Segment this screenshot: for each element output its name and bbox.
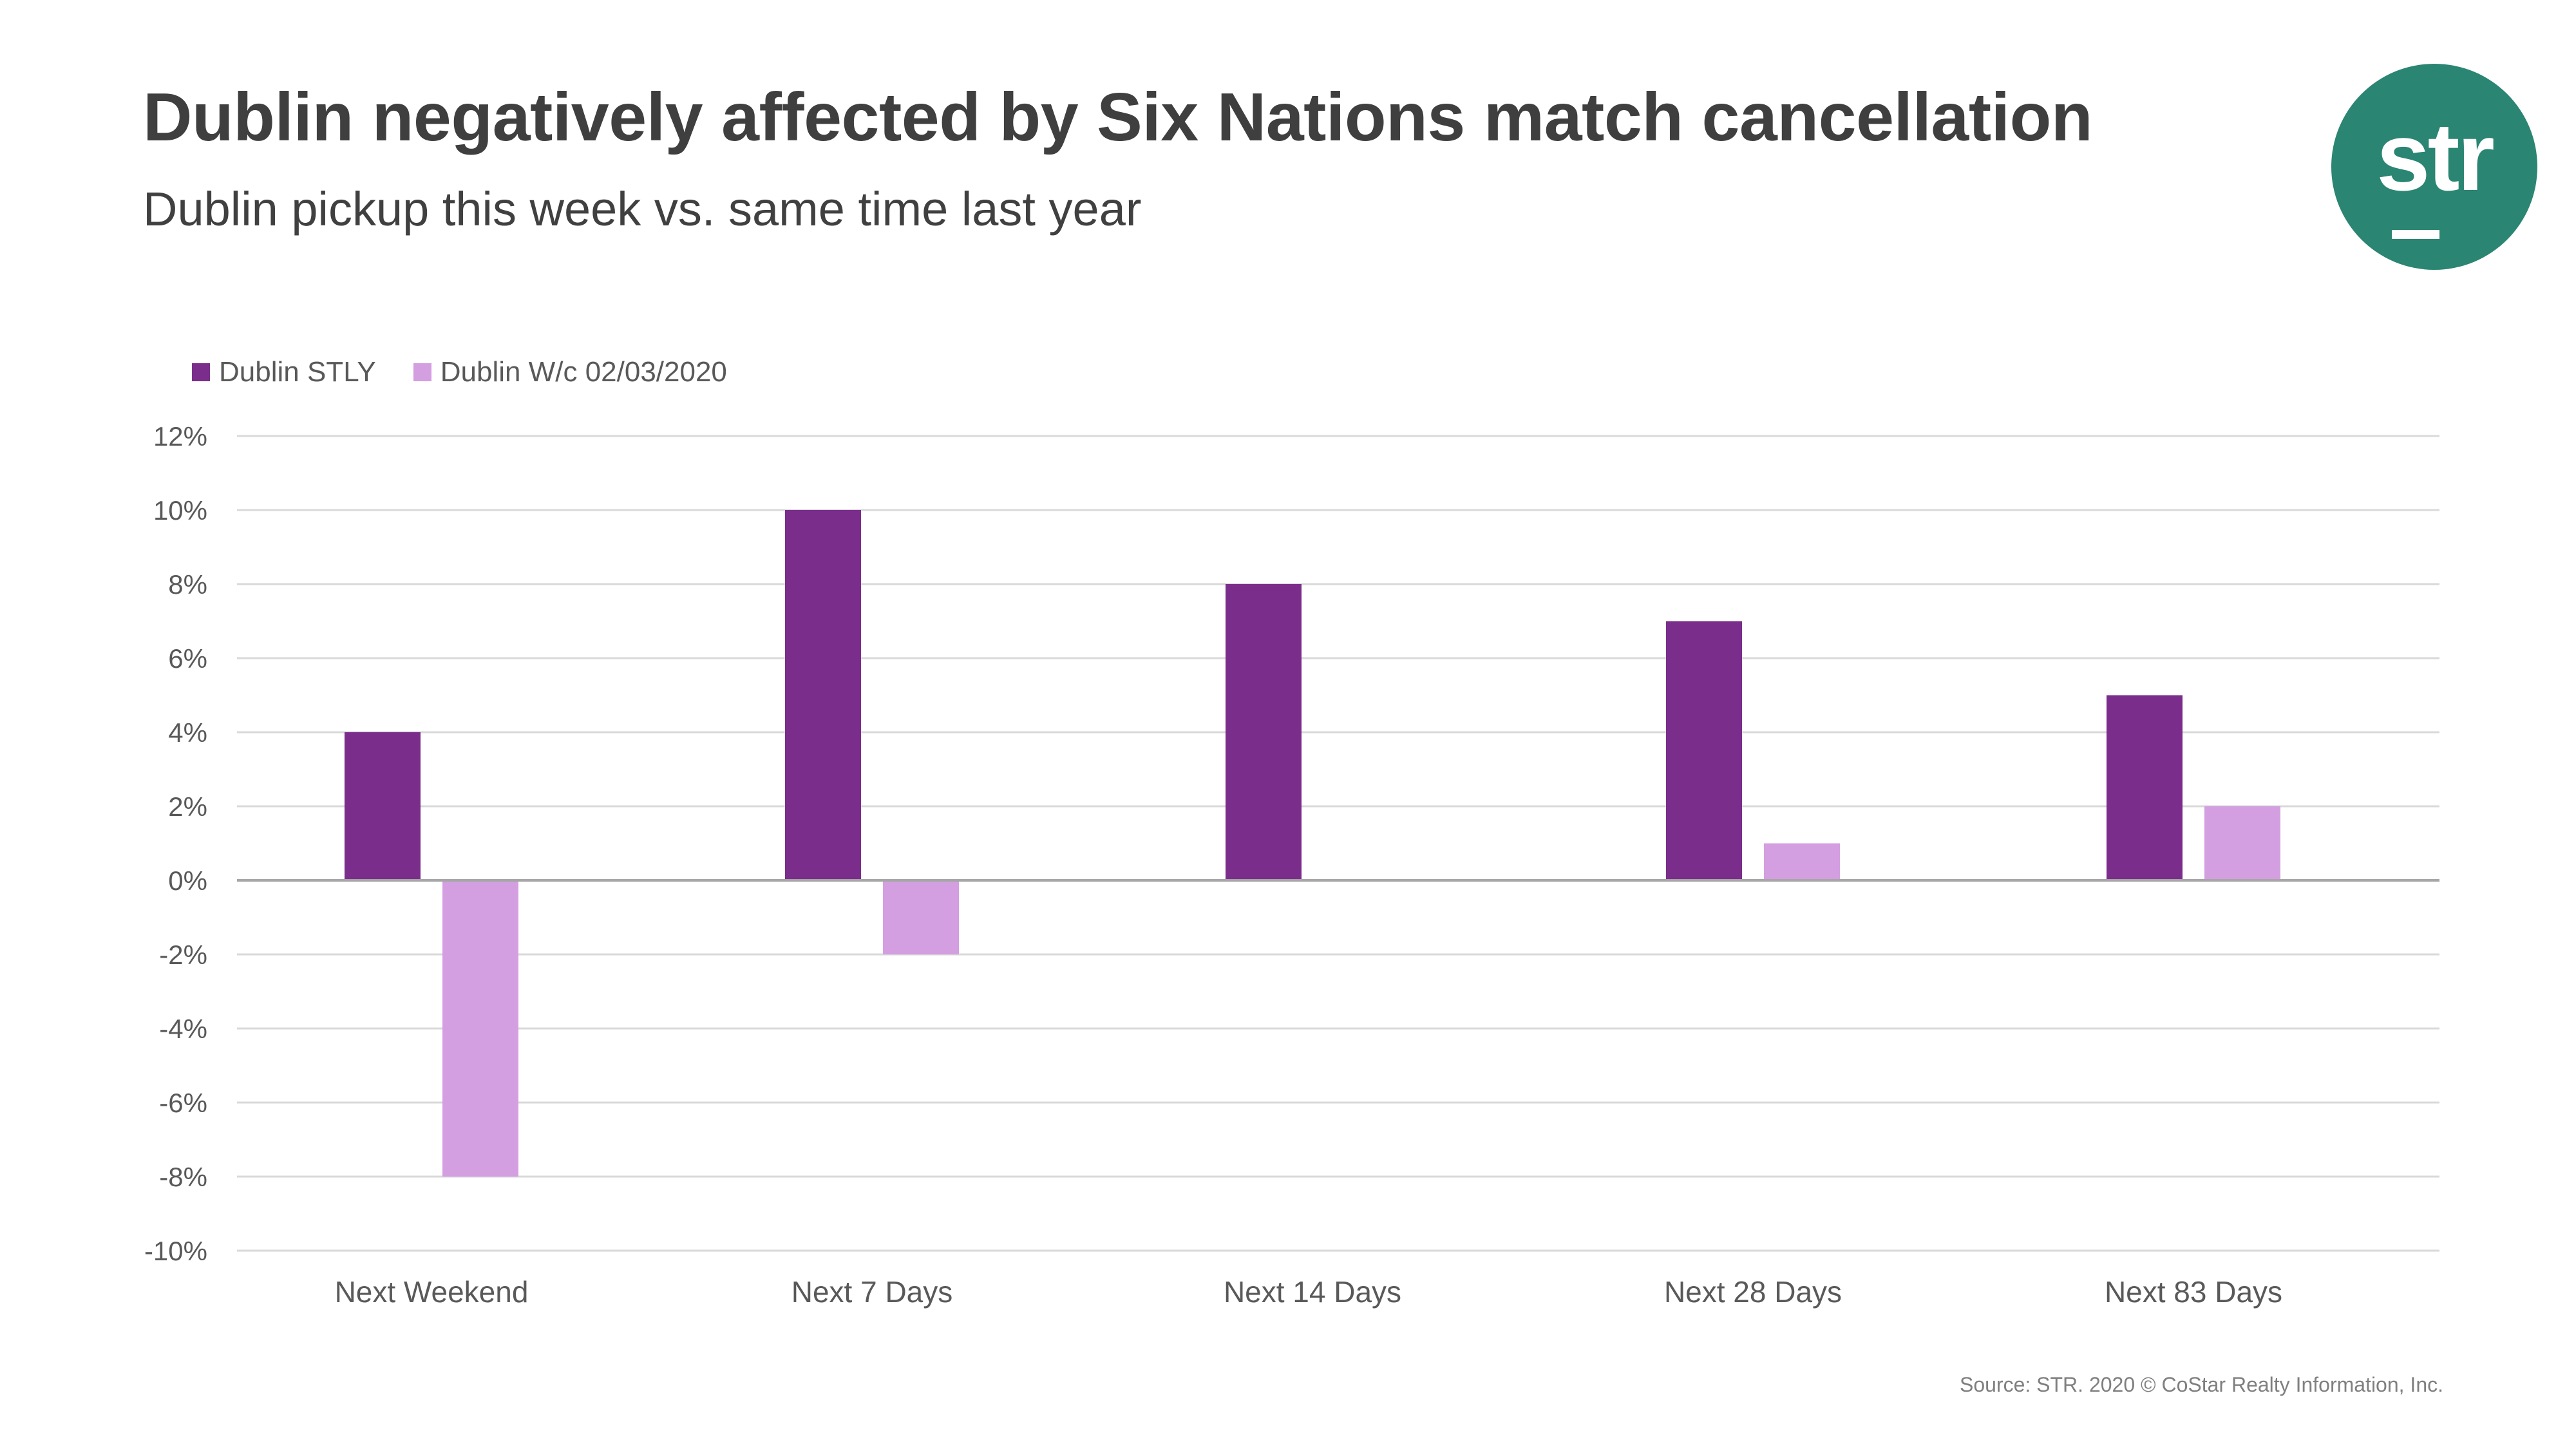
x-category-label: Next 83 Days [2105, 1275, 2282, 1309]
y-tick-label: 12% [153, 421, 207, 451]
legend-label-stly: Dublin STLY [219, 356, 376, 388]
source-note: Source: STR. 2020 © CoStar Realty Inform… [1959, 1373, 2443, 1396]
x-category-label: Next Weekend [335, 1275, 529, 1309]
x-category-label: Next 28 Days [1664, 1275, 1842, 1309]
x-category-label: Next 14 Days [1224, 1275, 1401, 1309]
y-tick-label: 0% [168, 866, 207, 896]
bar-wc [442, 880, 518, 1177]
legend-swatch-wc [413, 363, 431, 381]
logo-text: str [2376, 102, 2495, 211]
logo-underline [2392, 230, 2439, 239]
y-tick-label: 2% [168, 791, 207, 822]
chart-subtitle: Dublin pickup this week vs. same time la… [143, 182, 1142, 236]
y-tick-label: 10% [153, 495, 207, 526]
legend-item-stly: Dublin STLY [192, 356, 376, 388]
y-tick-label: -2% [159, 940, 207, 970]
str-logo: str [2331, 64, 2537, 270]
chart-title: Dublin negatively affected by Six Nation… [143, 79, 2093, 155]
bar-stly [1666, 621, 1742, 880]
bar-stly [785, 510, 861, 880]
y-tick-label: -4% [159, 1014, 207, 1044]
legend-swatch-stly [192, 363, 210, 381]
x-category-label: Next 7 Days [791, 1275, 953, 1309]
y-tick-label: 4% [168, 717, 207, 748]
y-tick-label: 6% [168, 643, 207, 674]
y-tick-label: -10% [144, 1236, 207, 1266]
legend-label-wc: Dublin W/c 02/03/2020 [440, 356, 727, 388]
y-tick-label: 8% [168, 569, 207, 600]
y-tick-label: -6% [159, 1088, 207, 1118]
legend-item-wc: Dublin W/c 02/03/2020 [413, 356, 727, 388]
bar-wc [883, 880, 959, 954]
bar-wc [1764, 843, 1840, 880]
y-tick-label: -8% [159, 1162, 207, 1192]
bar-wc [2204, 806, 2280, 880]
bar-stly [1226, 584, 1302, 880]
bar-stly [2107, 695, 2183, 880]
bar-stly [345, 732, 421, 880]
chart-legend: Dublin STLY Dublin W/c 02/03/2020 [192, 356, 764, 388]
